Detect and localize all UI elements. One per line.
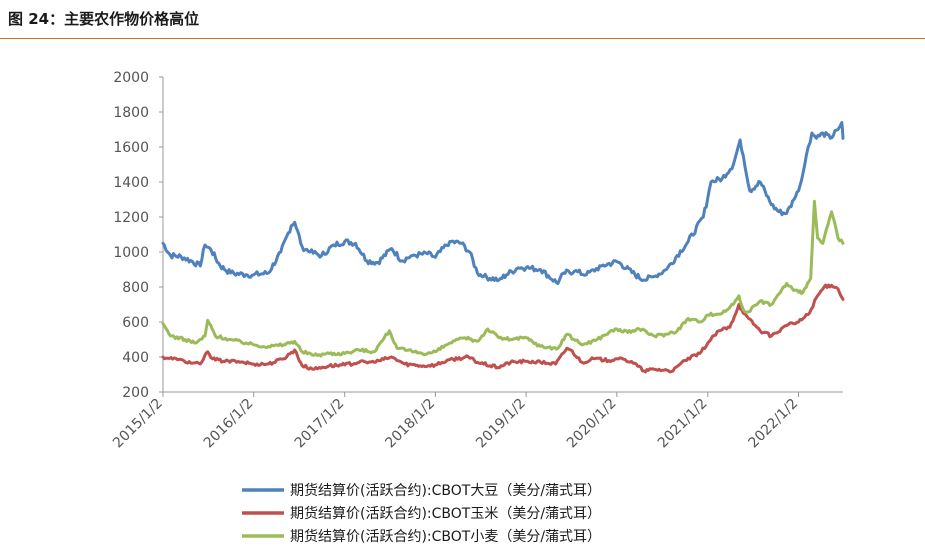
x-tick-label: 2016/1/2 [201, 396, 257, 452]
legend-label-1: 期货结算价(活跃合约):CBOT玉米（美分/蒲式耳） [290, 505, 601, 522]
y-tick-label: 1800 [113, 105, 149, 121]
series-line-2 [161, 199, 845, 358]
x-tick-label: 2020/1/2 [564, 396, 620, 452]
x-tick-label: 2017/1/2 [292, 396, 348, 452]
series-layer [161, 121, 845, 374]
y-tick-label: 1400 [113, 175, 149, 191]
y-tick-label: 2000 [113, 70, 149, 86]
x-tick-label: 2018/1/2 [382, 396, 438, 452]
y-tick-label: 200 [122, 385, 149, 401]
x-tick-label: 2022/1/2 [746, 396, 802, 452]
series-line-1 [161, 283, 845, 374]
x-axis: 2015/1/2 2016/1/2 2017/1/2 2018/1/2 2019/1/2… [110, 391, 843, 452]
y-tick-label: 1600 [113, 140, 149, 156]
legend-label-0: 期货结算价(活跃合约):CBOT大豆（美分/蒲式耳） [290, 482, 601, 499]
figure-title: 图 24：主要农作物价格高位 [8, 10, 200, 28]
x-tick-label: 2015/1/2 [110, 396, 166, 452]
x-tick-label: 2021/1/2 [655, 396, 711, 452]
title-rule [0, 38, 925, 39]
legend: 期货结算价(活跃合约):CBOT大豆（美分/蒲式耳） 期货结算价(活跃合约):CB… [242, 482, 601, 545]
y-axis: 200 400 600 800 1000 1200 1400 1600 1800 2000 [113, 70, 164, 401]
y-tick-label: 600 [122, 315, 149, 331]
legend-label-2: 期货结算价(活跃合约):CBOT小麦（美分/蒲式耳） [290, 528, 601, 545]
y-tick-label: 400 [122, 350, 149, 366]
y-tick-label: 1000 [113, 245, 149, 261]
series-line-0 [161, 121, 845, 285]
y-tick-label: 800 [122, 280, 149, 296]
x-tick-label: 2019/1/2 [473, 396, 529, 452]
y-tick-label: 1200 [113, 210, 149, 226]
